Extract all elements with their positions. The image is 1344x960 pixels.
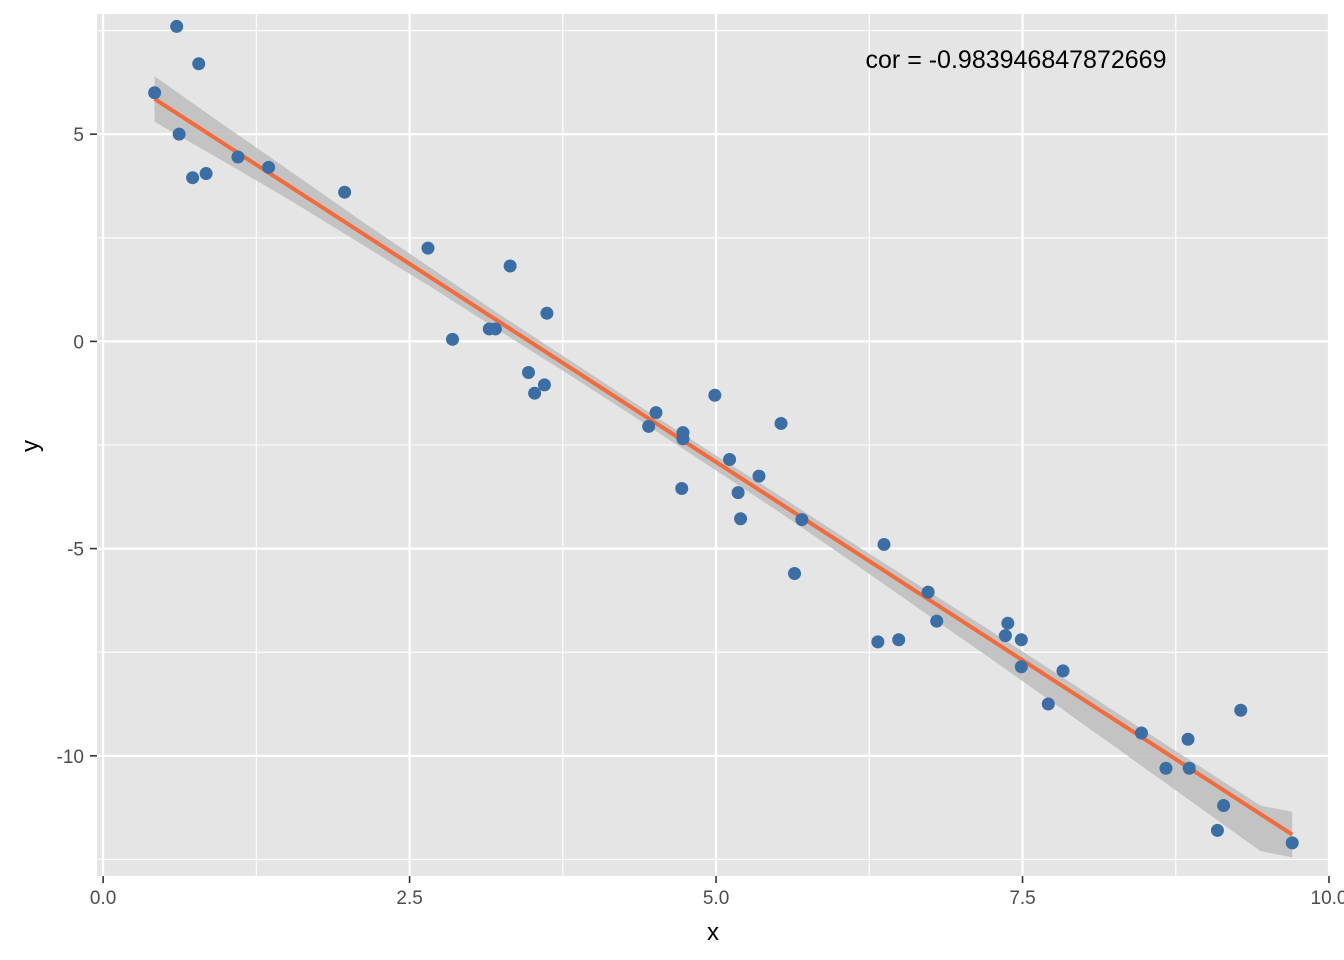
fit-line-layer xyxy=(153,97,1294,837)
data-point xyxy=(262,160,276,174)
data-point xyxy=(877,537,891,551)
data-point xyxy=(642,419,656,433)
data-point xyxy=(231,150,245,164)
correlation-annotation: cor = -0.983946847872669 xyxy=(866,46,1167,74)
data-point xyxy=(734,512,748,526)
data-point xyxy=(1014,633,1028,647)
data-point xyxy=(1041,697,1055,711)
data-point xyxy=(752,469,766,483)
data-point xyxy=(731,486,745,500)
data-point xyxy=(522,365,536,379)
data-point xyxy=(1234,703,1248,717)
data-point xyxy=(998,629,1012,643)
data-point xyxy=(172,127,186,141)
x-tick-label: 10.0 xyxy=(1311,888,1344,909)
data-point xyxy=(186,171,200,185)
data-point xyxy=(1159,761,1173,775)
x-tick-label: 0.0 xyxy=(90,888,116,909)
minor-gridlines xyxy=(97,14,1329,876)
points-layer xyxy=(148,19,1299,850)
data-point xyxy=(795,513,809,527)
data-point xyxy=(1134,726,1148,740)
x-tick-label: 5.0 xyxy=(703,888,729,909)
data-point xyxy=(540,306,554,320)
data-point xyxy=(1056,664,1070,678)
y-tick-label: 5 xyxy=(73,125,84,146)
data-point xyxy=(892,633,906,647)
data-point xyxy=(421,241,435,255)
y-axis-title: y xyxy=(17,440,44,452)
data-point xyxy=(1014,660,1028,674)
data-point xyxy=(199,167,213,181)
data-point xyxy=(1210,823,1224,837)
data-point xyxy=(1182,761,1196,775)
data-point xyxy=(537,378,551,392)
data-point xyxy=(649,406,663,420)
data-point xyxy=(338,185,352,199)
data-point xyxy=(170,19,184,33)
data-point xyxy=(528,386,542,400)
x-tick-label: 2.5 xyxy=(396,888,422,909)
y-axis-ticks: 5 0 -5 -10 xyxy=(57,125,97,768)
data-point xyxy=(1285,836,1299,850)
data-point xyxy=(774,416,788,430)
regression-line xyxy=(153,97,1294,837)
x-axis-ticks: 0.0 2.5 5.0 7.5 10.0 xyxy=(90,876,1344,909)
y-tick-label: -5 xyxy=(67,540,84,561)
data-point xyxy=(1181,732,1195,746)
data-point xyxy=(148,86,162,100)
y-tick-label: -10 xyxy=(57,747,84,768)
data-point xyxy=(871,635,885,649)
data-point xyxy=(930,614,944,628)
data-point xyxy=(723,453,737,467)
data-point xyxy=(192,57,206,71)
data-point xyxy=(676,432,690,446)
data-point xyxy=(708,388,722,402)
x-axis-title: x xyxy=(707,919,719,946)
data-point xyxy=(788,566,802,580)
data-point xyxy=(488,322,502,336)
data-point xyxy=(675,482,689,496)
x-tick-label: 7.5 xyxy=(1009,888,1035,909)
data-point xyxy=(446,332,460,346)
data-point xyxy=(921,585,935,599)
data-point xyxy=(1001,616,1015,630)
major-gridlines xyxy=(97,14,1331,876)
data-point xyxy=(503,259,517,273)
y-tick-label: 0 xyxy=(73,332,84,353)
data-point xyxy=(1217,799,1231,813)
